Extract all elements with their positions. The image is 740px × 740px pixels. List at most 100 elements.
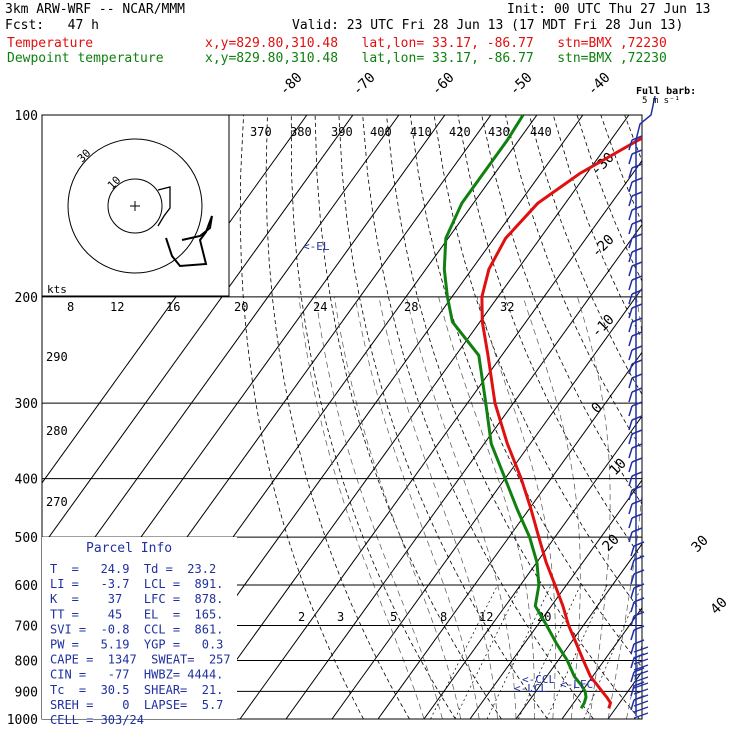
moist-adiabat bbox=[378, 296, 498, 719]
valid-time: Valid: 23 UTC Fri 28 Jun 13 (17 MDT Fri … bbox=[292, 18, 684, 33]
isotherm-line bbox=[42, 115, 400, 612]
wind-barb bbox=[630, 545, 635, 557]
init-time: Init: 00 UTC Thu 27 Jun 13 bbox=[507, 2, 711, 17]
parcel-info-row: SVI = -0.8 CCL = 861. bbox=[50, 622, 223, 636]
wind-legend-title: Full barb: bbox=[636, 86, 696, 97]
pressure-tick-label: 400 bbox=[15, 473, 38, 488]
wind-barb bbox=[628, 223, 633, 235]
wind-barb bbox=[628, 363, 633, 375]
wind-barb bbox=[628, 489, 633, 501]
hodograph-trace bbox=[165, 215, 213, 268]
wind-barb bbox=[630, 559, 635, 571]
dry-adiabat bbox=[505, 115, 642, 451]
pressure-tick-label: 900 bbox=[15, 685, 38, 700]
wind-barb-flag bbox=[633, 667, 645, 673]
wind-barb-flag bbox=[631, 163, 643, 169]
wind-barb-flag bbox=[631, 177, 643, 183]
dry-adiabat bbox=[386, 115, 640, 719]
mixing-ratio-label: 32 bbox=[500, 300, 514, 314]
wind-barb-flag bbox=[631, 345, 643, 351]
wind-legend-unit: 5 m s⁻¹ bbox=[642, 96, 680, 106]
parcel-info-row: PW = 5.19 YGP = 0.3 bbox=[50, 638, 223, 652]
pressure-tick-label: 300 bbox=[15, 397, 38, 412]
wind-barb bbox=[630, 685, 635, 697]
forecast-hour: Fcst: 47 h bbox=[5, 18, 99, 33]
wind-barb bbox=[628, 377, 633, 389]
lfc-annotation: <-LFC bbox=[560, 678, 593, 691]
dewpoint-legend: Dewpoint temperature bbox=[7, 51, 164, 66]
mixing-ratio-label: 12 bbox=[479, 610, 493, 624]
temperature-legend: Temperature bbox=[7, 36, 94, 51]
wind-barb-flag bbox=[633, 541, 645, 547]
dry-adiabat bbox=[239, 115, 364, 719]
mixing-ratio-label: 24 bbox=[313, 300, 327, 314]
wind-barb-flag bbox=[631, 527, 643, 533]
hodograph-units: kts bbox=[47, 283, 67, 296]
isotherm-label: -20 bbox=[589, 232, 618, 261]
isotherm-label: -40 bbox=[585, 70, 614, 99]
isotherm-label: -10 bbox=[589, 312, 618, 341]
dry-adiabat bbox=[457, 115, 642, 560]
mixing-ratio-label: 12 bbox=[110, 300, 124, 314]
wind-barb-flag bbox=[631, 205, 643, 211]
wind-barb-flag bbox=[631, 135, 643, 141]
wind-barb bbox=[628, 503, 633, 515]
pressure-tick-label: 700 bbox=[15, 619, 38, 634]
parcel-info-row: CAPE = 1347 SWEAT= 257 bbox=[50, 653, 231, 667]
wind-barb-flag bbox=[633, 681, 645, 687]
wind-barb-low bbox=[633, 676, 649, 683]
wind-barb-low bbox=[633, 658, 649, 665]
wind-barb bbox=[630, 629, 635, 641]
dry-adiabat bbox=[600, 115, 642, 224]
parcel-info-row: LI = -3.7 LCL = 891. bbox=[50, 577, 223, 591]
wind-barb-flag bbox=[631, 331, 643, 337]
wind-barb-flag bbox=[633, 597, 645, 603]
wind-barb-flag bbox=[633, 569, 645, 575]
wind-barb-low bbox=[633, 712, 649, 719]
hodograph-ring bbox=[67, 138, 203, 274]
wind-barb-flag bbox=[633, 625, 645, 631]
lcl-annotation: <-LCL bbox=[514, 682, 547, 695]
wind-barb bbox=[628, 391, 633, 403]
wind-barb-flag bbox=[631, 401, 643, 407]
theta-label: 390 bbox=[331, 125, 353, 139]
wind-barb-flag bbox=[633, 639, 645, 645]
theta-label: 420 bbox=[449, 125, 471, 139]
parcel-info-panel: Parcel Info T = 24.9 Td = 23.2LI = -3.7 … bbox=[42, 537, 237, 727]
pressure-tick-label: 1000 bbox=[7, 713, 38, 728]
wind-barb-flag bbox=[631, 219, 643, 225]
isotherm-label: -80 bbox=[277, 70, 306, 99]
wind-barb-low bbox=[633, 664, 649, 671]
wind-barb-low bbox=[633, 646, 649, 653]
isotherm-line bbox=[331, 287, 642, 719]
parcel-info-row: K = 37 LFC = 878. bbox=[50, 592, 223, 606]
wind-barb bbox=[630, 573, 635, 585]
wind-barb bbox=[628, 447, 633, 459]
isotherm-line bbox=[561, 607, 642, 719]
wind-barb-flag bbox=[631, 513, 643, 519]
el-annotation: <-EL bbox=[303, 240, 330, 253]
parcel-info-row: Tc = 30.5 SHEAR= 21. bbox=[50, 683, 223, 697]
isotherm-line bbox=[42, 115, 354, 548]
wind-barbs bbox=[628, 95, 656, 719]
wind-barb bbox=[628, 307, 633, 319]
wind-barb-flag bbox=[631, 247, 643, 253]
mixing-ratio-line bbox=[546, 584, 608, 719]
theta-label: 440 bbox=[530, 125, 552, 139]
isotherm-line bbox=[239, 159, 642, 719]
isotherm-line bbox=[515, 543, 642, 719]
dry-adiabat bbox=[314, 115, 502, 719]
sounding-profiles bbox=[442, 115, 642, 710]
isotherm-line bbox=[193, 115, 630, 719]
pressure-tick-label: 800 bbox=[15, 654, 38, 669]
wind-barb-low bbox=[633, 688, 649, 695]
theta-label: 380 bbox=[290, 125, 312, 139]
wind-barb bbox=[628, 237, 633, 249]
theta-label: 370 bbox=[250, 125, 272, 139]
moist-adiabat bbox=[334, 296, 462, 719]
wind-barb-flag bbox=[633, 611, 645, 617]
dry-adiabat bbox=[696, 115, 740, 719]
wind-barb-low bbox=[633, 700, 649, 707]
wind-barb-flag bbox=[631, 289, 643, 295]
